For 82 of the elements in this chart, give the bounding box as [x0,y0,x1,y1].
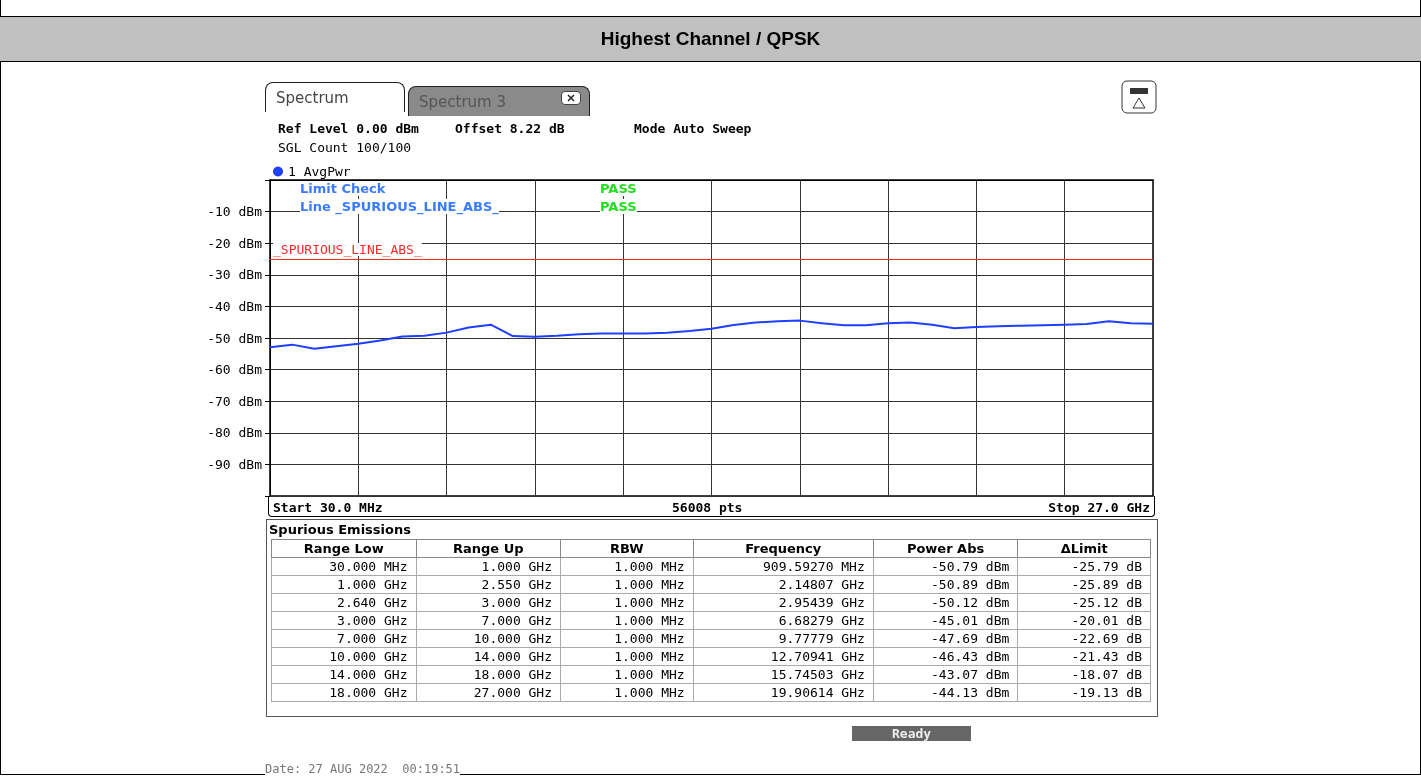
annotation: PASS [600,181,637,196]
text: -50.12 dBm [873,593,1018,612]
y-tick-label: -30 dBm [207,267,263,283]
text: 2.550 GHz [416,575,561,594]
chart-title: Highest Channel / QPSK [0,16,1421,62]
text: SGL Count 100/100 [278,140,412,155]
category-label: Power Abs [873,539,1018,558]
y-tick-label: -60 dBm [207,362,263,378]
text: -25.79 dB [1017,557,1151,576]
y-tick-label: -90 dBm [207,456,263,472]
text: -47.69 dBm [873,629,1018,648]
y-tick-label: -50 dBm [207,330,263,346]
y-tick-label: -40 dBm [207,298,263,314]
text: 1.000 MHz [560,593,694,612]
text: 3.000 GHz [416,593,561,612]
text: -20.01 dB [1017,611,1151,630]
text: 19.90614 GHz [693,683,874,702]
line-series [269,319,1154,350]
text: Mode Auto Sweep [634,121,752,136]
text: 7.000 GHz [271,629,417,648]
text: -25.12 dB [1017,593,1151,612]
text: -22.69 dB [1017,629,1151,648]
text: Date: 27 AUG 2022 00:19:51 [265,762,461,776]
text: 6.68279 GHz [693,611,874,630]
text: Spurious Emissions [268,521,412,539]
text: 1.000 GHz [271,575,417,594]
annotation: Line _SPURIOUS_LINE_ABS_ [300,199,499,214]
y-tick-label: -20 dBm [207,235,263,251]
text: 27.000 GHz [416,683,561,702]
category-label: Range Up [416,539,561,558]
text: -44.13 dBm [873,683,1018,702]
text: -46.43 dBm [873,647,1018,666]
y-tick-label: -80 dBm [207,425,263,441]
text: 1.000 MHz [560,611,694,630]
y-tick-label: -70 dBm [207,393,263,409]
text: 10.000 GHz [416,629,561,648]
text: 1.000 GHz [416,557,561,576]
text: Ref Level 0.00 dBm [278,121,419,136]
text: 9.77779 GHz [693,629,874,648]
text: Start 30.0 MHz [273,500,383,515]
text: -25.89 dB [1017,575,1151,594]
text: Offset 8.22 dB [455,121,565,136]
annotation: PASS [600,199,637,214]
text: 909.59270 MHz [693,557,874,576]
text: 15.74503 GHz [693,665,874,684]
y-tick-label: -10 dBm [207,204,263,220]
text: 30.000 MHz [271,557,417,576]
text: -43.07 dBm [873,665,1018,684]
text: Stop 27.0 GHz [1030,500,1150,515]
category-label: Frequency [693,539,874,558]
text: Ready [852,726,972,741]
text: 2.95439 GHz [693,593,874,612]
ref-line-label: _SPURIOUS_LINE_ABS_ [273,242,422,257]
annotation: Limit Check [300,181,386,196]
text: 3.000 GHz [271,611,417,630]
text: 1.000 MHz [560,665,694,684]
text: 18.000 GHz [416,665,561,684]
text: 7.000 GHz [416,611,561,630]
text: -50.79 dBm [873,557,1018,576]
text: 1.000 MHz [560,557,694,576]
text: -19.13 dB [1017,683,1151,702]
text: Spectrum [265,82,405,112]
text: 1.000 MHz [560,629,694,648]
text: -50.89 dBm [873,575,1018,594]
text: 1.000 MHz [560,683,694,702]
text: 18.000 GHz [271,683,417,702]
text: 56008 pts [672,500,743,515]
text: 1.000 MHz [560,647,694,666]
text: 14.000 GHz [271,665,417,684]
text: -21.43 dB [1017,647,1151,666]
text: 12.70941 GHz [693,647,874,666]
category-label: ΔLimit [1017,539,1151,558]
text: 10.000 GHz [271,647,417,666]
text: 1.000 MHz [560,575,694,594]
text: -18.07 dB [1017,665,1151,684]
category-label: RBW [560,539,694,558]
category-label: Range Low [271,539,417,558]
text: 14.000 GHz [416,647,561,666]
text: 2.14807 GHz [693,575,874,594]
text: 2.640 GHz [271,593,417,612]
legend-label: 1 AvgPwr [288,164,351,179]
text: -45.01 dBm [873,611,1018,630]
